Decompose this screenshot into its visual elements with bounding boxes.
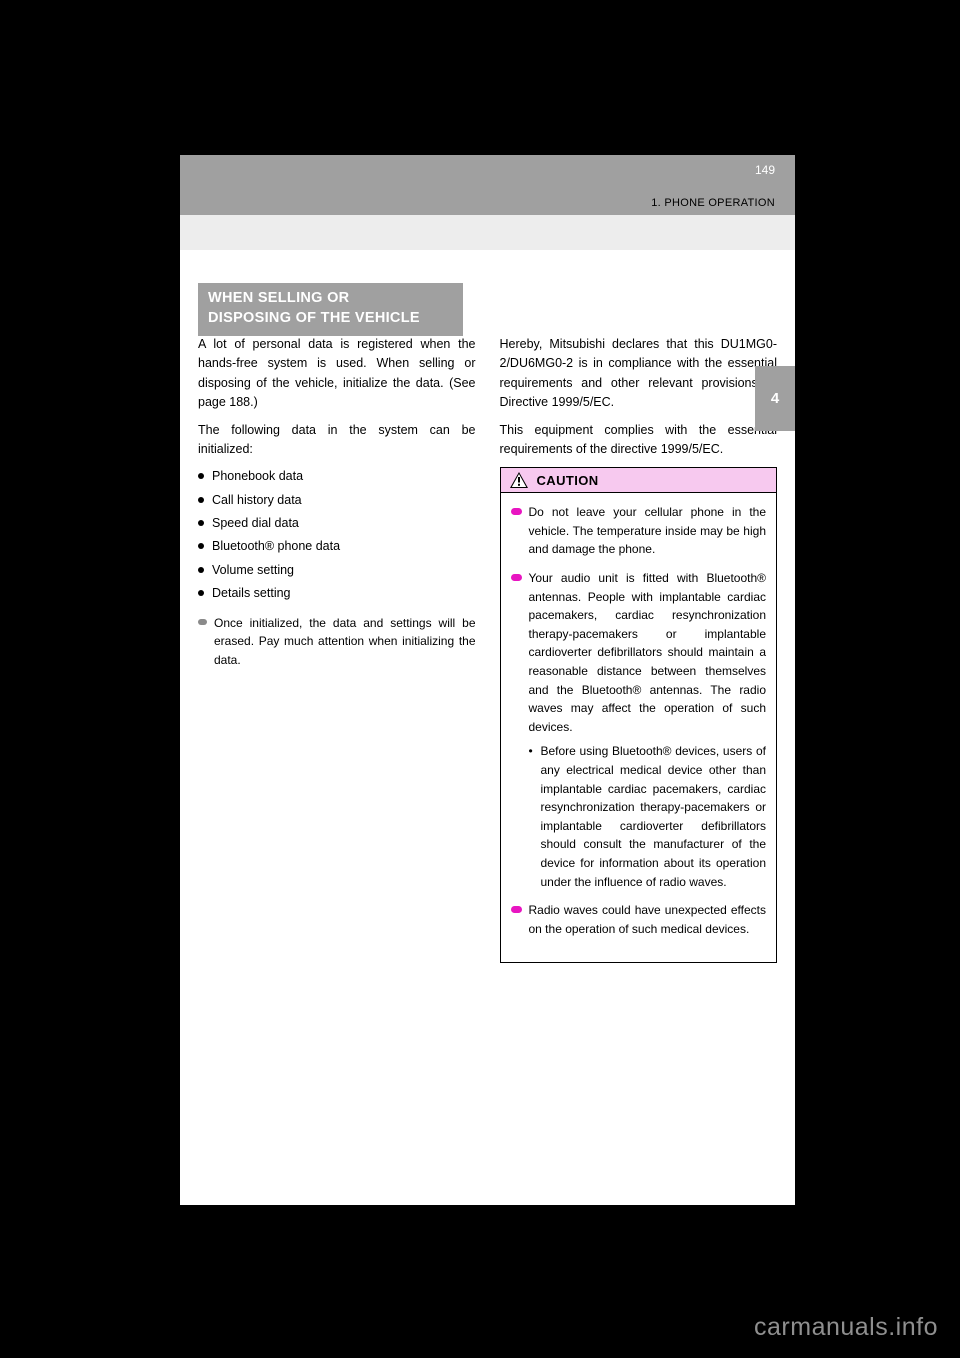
chapter-title: 1. PHONE OPERATION bbox=[651, 197, 775, 209]
caution-list: Do not leave your cellular phone in the … bbox=[511, 503, 767, 938]
caution-header: CAUTION bbox=[501, 468, 777, 493]
list-item: Details setting bbox=[198, 584, 476, 603]
list-item: Volume setting bbox=[198, 561, 476, 580]
warning-icon bbox=[509, 471, 529, 489]
caution-item-text: Your audio unit is fitted with Bluetooth… bbox=[529, 571, 767, 734]
list-item: Speed dial data bbox=[198, 514, 476, 533]
side-tab: 4 bbox=[755, 366, 795, 431]
caution-item: Do not leave your cellular phone in the … bbox=[511, 503, 767, 559]
content-area: A lot of personal data is registered whe… bbox=[198, 335, 777, 1205]
caution-title: CAUTION bbox=[537, 473, 599, 488]
manual-page: 149 1. PHONE OPERATION WHEN SELLING OR D… bbox=[180, 155, 795, 1205]
two-column-layout: A lot of personal data is registered whe… bbox=[198, 335, 777, 963]
left-column: A lot of personal data is registered whe… bbox=[198, 335, 476, 963]
section-heading-line1: WHEN SELLING OR bbox=[208, 289, 453, 309]
caution-sublist: Before using Bluetooth® devices, users o… bbox=[529, 742, 767, 891]
list-item: Bluetooth® phone data bbox=[198, 537, 476, 556]
list-item: Call history data bbox=[198, 491, 476, 510]
caution-item-text: Radio waves could have unexpected effect… bbox=[529, 903, 767, 936]
caution-box: CAUTION Do not leave your cellular phone… bbox=[500, 467, 778, 963]
watermark: carmanuals.info bbox=[754, 1313, 938, 1342]
caution-body: Do not leave your cellular phone in the … bbox=[501, 493, 777, 962]
compliance-para-1: Hereby, Mitsubishi declares that this DU… bbox=[500, 335, 778, 413]
compliance-para-2: This equipment complies with the essenti… bbox=[500, 421, 778, 460]
side-tab-label: 4 bbox=[771, 390, 779, 407]
caution-item-text: Do not leave your cellular phone in the … bbox=[529, 505, 767, 556]
header-bar: 149 1. PHONE OPERATION bbox=[180, 155, 795, 215]
caution-item: Your audio unit is fitted with Bluetooth… bbox=[511, 569, 767, 891]
caution-item: Radio waves could have unexpected effect… bbox=[511, 901, 767, 938]
section-heading-line2: DISPOSING OF THE VEHICLE bbox=[208, 309, 453, 329]
caution-subitem: Before using Bluetooth® devices, users o… bbox=[529, 742, 767, 891]
list-intro: The following data in the system can be … bbox=[198, 421, 476, 460]
init-data-list: Phonebook data Call history data Speed d… bbox=[198, 467, 476, 603]
list-item: Phonebook data bbox=[198, 467, 476, 486]
right-column: Hereby, Mitsubishi declares that this DU… bbox=[500, 335, 778, 963]
page-number: 149 bbox=[755, 163, 775, 177]
intro-paragraph: A lot of personal data is registered whe… bbox=[198, 335, 476, 413]
sub-header-bar bbox=[180, 215, 795, 250]
note-paragraph: Once initialized, the data and settings … bbox=[198, 614, 476, 670]
section-heading: WHEN SELLING OR DISPOSING OF THE VEHICLE bbox=[198, 283, 463, 336]
